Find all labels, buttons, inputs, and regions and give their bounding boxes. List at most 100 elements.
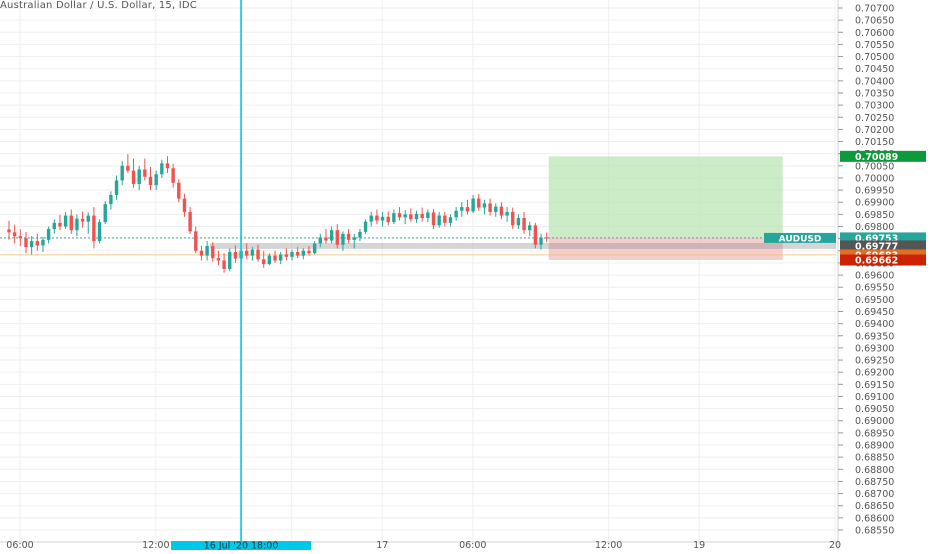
price-tick-label-31: 0.69150 xyxy=(855,380,894,391)
price-tick-label-30: 0.69200 xyxy=(855,368,894,379)
candle-body-84 xyxy=(482,203,487,208)
candle-body-29 xyxy=(171,168,175,183)
price-axis: 0.707000.706500.706000.705500.705000.704… xyxy=(837,0,894,550)
price-tick-label-29: 0.69250 xyxy=(855,356,894,367)
candle-body-91 xyxy=(522,218,526,231)
candle-body-85 xyxy=(488,203,492,212)
candle-body-13 xyxy=(80,218,85,222)
price-tick-label-4: 0.70500 xyxy=(855,52,894,63)
candle-body-38 xyxy=(222,260,226,269)
price-tick-label-8: 0.70300 xyxy=(855,101,894,112)
candle-body-73 xyxy=(420,213,424,219)
price-tick-label-0: 0.70700 xyxy=(855,4,894,15)
candle-body-92 xyxy=(528,225,532,231)
candle-body-1 xyxy=(12,232,17,237)
candle-body-0 xyxy=(7,229,11,233)
candle-body-89 xyxy=(511,211,515,226)
price-tick-label-43: 0.68550 xyxy=(855,526,894,537)
price-label-entry: 0.69777 xyxy=(855,241,898,252)
candle-body-8 xyxy=(52,222,56,229)
candle-body-2 xyxy=(18,236,23,239)
target-zone[interactable] xyxy=(548,156,783,238)
candle-body-10 xyxy=(63,215,68,227)
candle-body-21 xyxy=(126,165,130,171)
candle-body-93 xyxy=(533,225,538,245)
candle-body-66 xyxy=(380,216,385,221)
price-tick-label-17: 0.69850 xyxy=(855,210,894,221)
price-tick-label-38: 0.68800 xyxy=(855,465,894,476)
price-tick-label-33: 0.69050 xyxy=(855,404,894,415)
candle-body-74 xyxy=(426,212,430,219)
time-tick-label-0: 06:00 xyxy=(6,540,33,550)
candle-body-27 xyxy=(160,163,164,175)
candle-body-31 xyxy=(182,198,187,212)
price-tick-label-28: 0.69300 xyxy=(855,343,894,354)
candle-body-22 xyxy=(131,170,136,185)
candle-body-15 xyxy=(92,215,96,242)
price-tick-label-42: 0.68600 xyxy=(855,513,894,524)
time-tick-label-7: 20 xyxy=(829,540,841,550)
price-tick-label-6: 0.70400 xyxy=(855,76,894,87)
candle-body-20 xyxy=(120,165,124,181)
price-label-target: 0.70089 xyxy=(855,152,898,163)
candle-body-54 xyxy=(312,243,317,254)
candle-body-94 xyxy=(539,237,543,245)
price-tick-label-1: 0.70650 xyxy=(855,16,894,27)
time-tick-label-5: 12:00 xyxy=(595,540,622,550)
price-tick-label-40: 0.68700 xyxy=(855,489,894,500)
time-tick-label-3: 17 xyxy=(376,540,388,550)
candle-body-79 xyxy=(454,210,458,218)
candle-body-60 xyxy=(346,233,351,240)
candle-body-83 xyxy=(477,198,481,208)
chart-title: Australian Dollar / U.S. Dollar, 15, IDC xyxy=(0,0,197,11)
candle-body-28 xyxy=(165,163,170,169)
candle-body-30 xyxy=(177,182,181,199)
candle-body-50 xyxy=(290,252,294,257)
candle-body-45 xyxy=(262,259,266,265)
candle-body-55 xyxy=(318,237,322,244)
candle-body-6 xyxy=(41,239,45,246)
candle-body-42 xyxy=(245,250,249,256)
candle-body-3 xyxy=(24,238,28,248)
symbol-label: AUDUSD xyxy=(779,234,822,244)
candle-body-7 xyxy=(46,228,51,240)
candle-body-33 xyxy=(194,231,198,251)
price-label-box-stop xyxy=(840,254,926,266)
price-label-stop: 0.69662 xyxy=(855,256,898,267)
candle-body-58 xyxy=(335,230,339,245)
price-tick-label-35: 0.68950 xyxy=(855,428,894,439)
candle-body-68 xyxy=(392,213,396,223)
candle-body-90 xyxy=(516,218,521,226)
candle-body-4 xyxy=(29,241,34,248)
candles xyxy=(7,154,549,273)
grid-layer xyxy=(0,0,836,542)
price-tick-label-34: 0.69000 xyxy=(855,416,894,427)
candle-body-34 xyxy=(199,250,204,256)
candle-body-57 xyxy=(329,230,334,241)
candle-body-67 xyxy=(386,216,390,223)
candle-body-39 xyxy=(228,252,232,269)
candle-body-82 xyxy=(471,198,475,212)
candle-body-62 xyxy=(358,231,362,238)
price-tick-label-14: 0.70000 xyxy=(855,173,894,184)
price-tick-label-39: 0.68750 xyxy=(855,477,894,488)
price-tick-label-23: 0.69550 xyxy=(855,283,894,294)
candle-body-69 xyxy=(397,213,402,218)
candle-body-86 xyxy=(494,206,498,212)
price-tick-label-36: 0.68900 xyxy=(855,441,894,452)
stop-zone[interactable] xyxy=(548,237,783,261)
candle-body-70 xyxy=(403,214,407,218)
candle-body-61 xyxy=(352,237,356,240)
candle-body-47 xyxy=(273,255,277,261)
candle-body-72 xyxy=(414,213,419,220)
candle-body-14 xyxy=(86,215,90,222)
price-tick-label-10: 0.70200 xyxy=(855,125,894,136)
candle-body-64 xyxy=(369,215,373,222)
candle-body-24 xyxy=(143,169,147,177)
price-tick-label-2: 0.70600 xyxy=(855,28,894,39)
price-lines xyxy=(0,237,836,256)
candle-body-95 xyxy=(545,237,549,239)
price-tick-label-24: 0.69500 xyxy=(855,295,894,306)
